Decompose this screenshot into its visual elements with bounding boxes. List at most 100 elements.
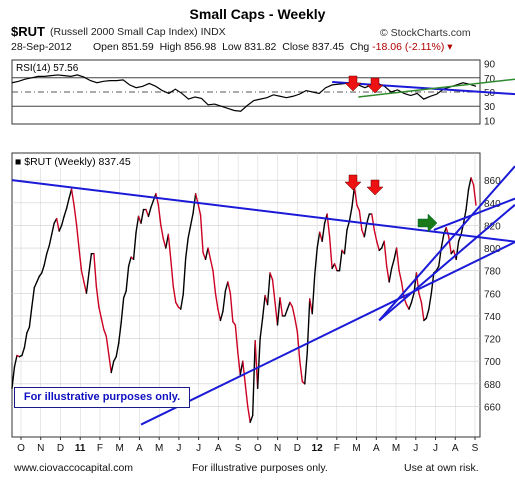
green-right-arrow-icon	[417, 213, 438, 233]
price-segment-up	[63, 207, 68, 218]
price-segment-up	[259, 317, 264, 340]
price-segment-up	[343, 229, 348, 255]
exchange-label: INDX	[200, 26, 226, 38]
price-segment-down	[470, 177, 475, 186]
price-segment-up	[65, 197, 70, 210]
price-segment-down	[395, 247, 400, 272]
price-segment-down	[356, 204, 361, 212]
price-segment-down	[358, 210, 363, 231]
price-legend: ■ $RUT (Weekly) 837.45	[15, 156, 131, 168]
price-segment-down	[78, 247, 83, 272]
price-segment-down	[108, 353, 112, 374]
time-tick-label: D	[294, 443, 301, 454]
time-axis: O N D 11 F M A M J J A S O N D 12 F M A M J J A S	[12, 436, 480, 454]
price-segment-up	[23, 332, 28, 349]
footer-website: www.ciovaccocapital.com	[14, 462, 134, 474]
price-segment-up	[388, 267, 393, 283]
price-tick-label: 860	[484, 176, 501, 187]
price-segment-up	[408, 301, 413, 310]
price-segment-down	[199, 214, 204, 254]
time-tick-label: A	[136, 443, 143, 454]
brand-label: © StockCharts.com	[380, 27, 471, 39]
price-segment-up	[189, 212, 194, 227]
price-segment-up	[132, 231, 137, 261]
price-segment-down	[247, 405, 251, 423]
price-segment-up	[435, 265, 440, 272]
rsi-tick-label: 10	[484, 116, 496, 127]
price-segment-up	[224, 281, 229, 292]
price-segment-up	[425, 308, 430, 319]
price-segment-down	[234, 324, 239, 353]
price-segment-up	[321, 222, 326, 242]
price-tick-label: 680	[484, 380, 501, 391]
price-trendline	[433, 197, 515, 231]
price-segment-down	[244, 383, 249, 408]
price-segment-up	[338, 249, 343, 272]
price-segment-down	[271, 279, 276, 304]
price-segment-up	[135, 215, 140, 233]
price-segment-down	[294, 317, 299, 333]
price-segment-down	[371, 213, 375, 231]
red-down-arrow-icon	[344, 174, 362, 191]
price-segment-down	[445, 226, 450, 238]
price-segment-down	[170, 258, 174, 288]
price-segment-up	[219, 310, 224, 322]
price-segment-up	[276, 297, 281, 326]
time-tick-label: 12	[312, 443, 324, 454]
price-segment-up	[122, 290, 127, 299]
price-segment-up	[58, 224, 63, 232]
rsi-line	[11, 74, 477, 112]
price-segment-down	[274, 301, 279, 326]
illustrative-note: For illustrative purposes only.	[14, 387, 190, 408]
price-segment-down	[73, 204, 78, 225]
price-segment-down	[100, 317, 105, 331]
price-segment-up	[467, 177, 472, 190]
price-segment-up	[36, 275, 40, 283]
rsi-tick-label: 50	[484, 88, 496, 99]
price-tick-label: 820	[484, 221, 501, 232]
price-tick-label: 720	[484, 335, 501, 346]
price-segment-down	[217, 308, 222, 322]
price-segment-up	[180, 293, 184, 310]
rsi-legend: RSI(14) 57.56	[16, 63, 79, 74]
time-tick-label: J	[176, 443, 181, 454]
price-segment-down	[242, 360, 246, 385]
open-label: Open	[93, 41, 119, 53]
price-segment-up	[147, 206, 152, 218]
price-segment-up	[26, 326, 31, 334]
price-segment-up	[127, 256, 132, 267]
price-segment-down	[214, 292, 219, 310]
price-segment-up	[256, 337, 261, 390]
price-segment-down	[98, 306, 103, 319]
price-tick-label: 780	[484, 267, 501, 278]
price-segment-up	[462, 208, 467, 224]
quote-date: 28-Sep-2012	[11, 41, 72, 53]
price-segment-up	[21, 346, 26, 357]
price-tick-label: 740	[484, 312, 501, 323]
price-segment-down	[55, 217, 60, 232]
red-down-arrow-icon	[366, 179, 384, 196]
price-tick-label: 760	[484, 289, 501, 300]
price-segment-up	[85, 272, 90, 295]
price-segment-up	[125, 265, 130, 292]
time-tick-label: N	[274, 443, 281, 454]
time-tick-label: A	[452, 443, 459, 454]
time-tick-label: D	[57, 443, 64, 454]
time-tick-label: J	[413, 443, 418, 454]
price-segment-down	[197, 203, 202, 216]
price-segment-up	[184, 237, 189, 259]
rsi-tick-label: 30	[484, 102, 496, 113]
price-legend-bg	[13, 155, 131, 168]
price-segment-up	[33, 281, 38, 289]
footer-disclaimer: For illustrative purposes only.	[192, 462, 328, 474]
price-segment-up	[120, 297, 125, 324]
price-segment-down	[229, 292, 234, 323]
time-tick-label: J	[433, 443, 438, 454]
high-value: 856.98	[184, 41, 217, 53]
price-segment-up	[390, 258, 395, 270]
price-segment-up	[41, 264, 45, 274]
price-segment-up	[286, 301, 291, 310]
price-segment-down	[70, 188, 75, 206]
price-segment-up	[346, 220, 351, 231]
price-segment-up	[366, 213, 371, 224]
